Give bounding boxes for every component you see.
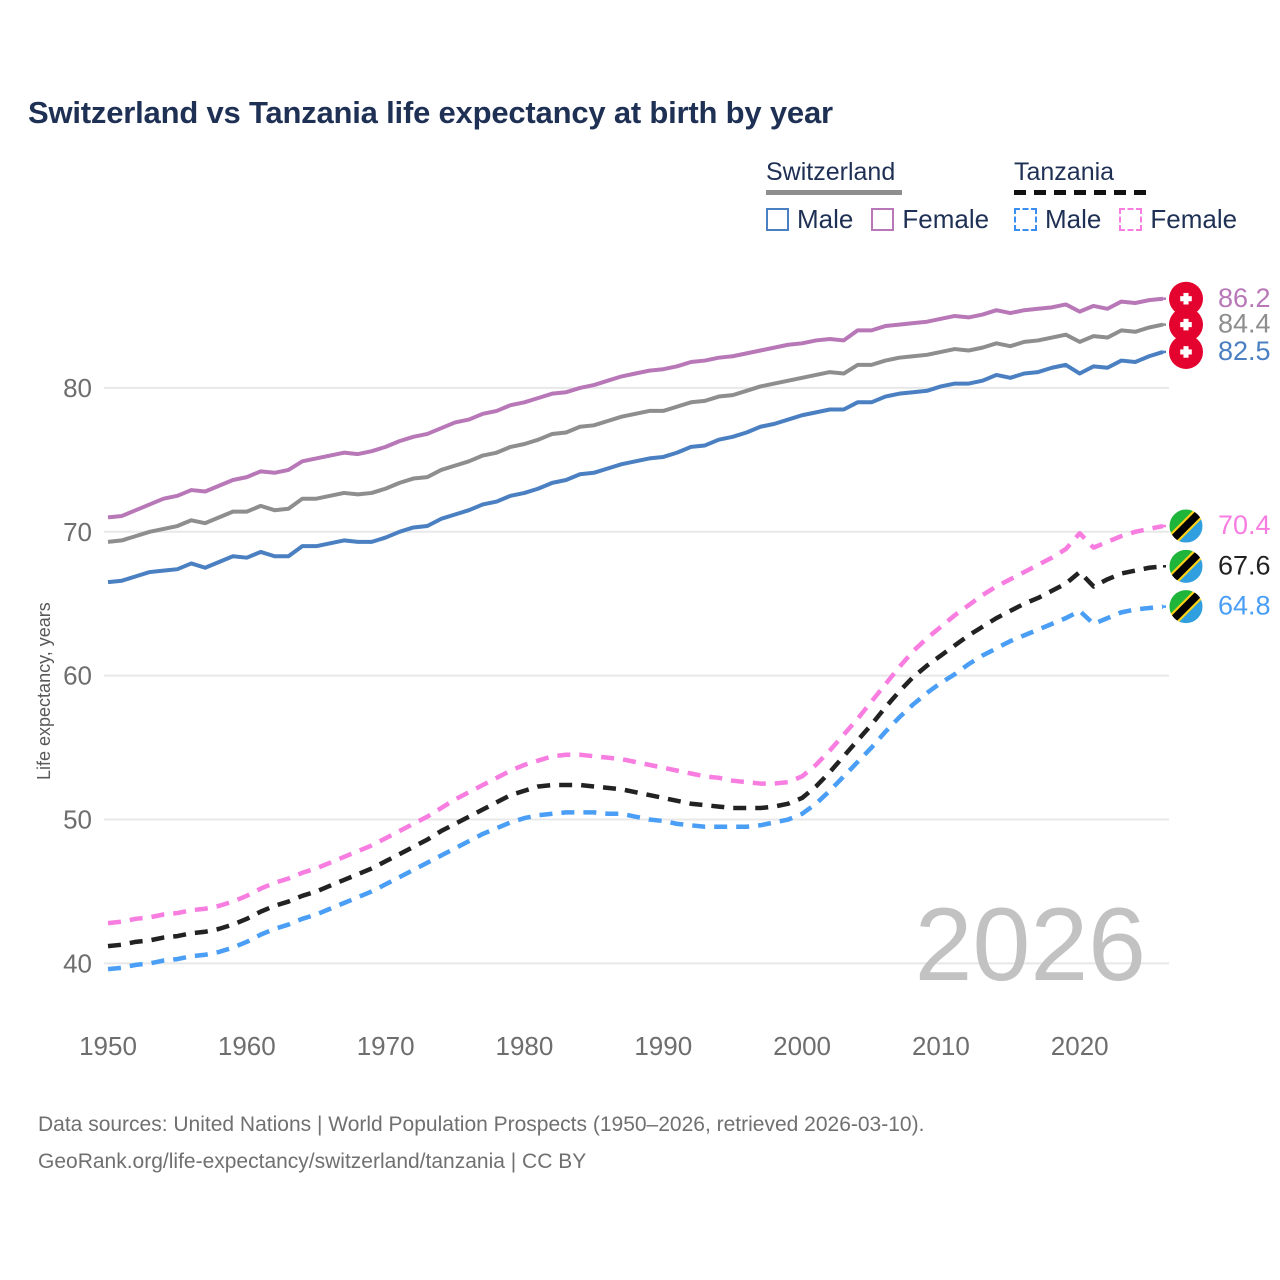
legend-label-switzerland-male: Male xyxy=(797,204,854,234)
series-lines xyxy=(107,296,1164,972)
y-tick-label: 70 xyxy=(63,517,92,547)
legend-swatch-icon-switzerland-male xyxy=(766,208,789,231)
end-value-label: 67.6 xyxy=(1218,550,1271,580)
legend-item-tanzania-female[interactable]: Female xyxy=(1119,204,1237,235)
legend-item-tanzania-male[interactable]: Male xyxy=(1014,204,1101,235)
tanzania-flag-icon xyxy=(1168,589,1204,625)
y-tick-label: 60 xyxy=(63,661,92,691)
legend-rule-tanzania xyxy=(1014,190,1150,195)
series-line xyxy=(107,523,1164,926)
legend-rule-switzerland xyxy=(766,190,902,195)
end-connectors xyxy=(1163,297,1166,608)
legend-label-tanzania-male: Male xyxy=(1045,204,1102,234)
legend-item-switzerland-female[interactable]: Female xyxy=(871,204,989,235)
switzerland-flag-icon xyxy=(1169,334,1203,369)
series-line xyxy=(107,350,1164,585)
x-tick-label: 2010 xyxy=(912,1031,970,1061)
y-axis-ticks: 40 50 60 70 80 xyxy=(63,373,92,979)
legend-label-tanzania-female: Female xyxy=(1150,204,1238,234)
y-tick-label: 80 xyxy=(63,373,92,403)
switzerland-flag-icon xyxy=(1169,281,1203,316)
footer-line-2: GeoRank.org/life-expectancy/switzerland/… xyxy=(38,1150,587,1173)
page-title: Switzerland vs Tanzania life expectancy … xyxy=(28,95,833,130)
chart-legend: Switzerland Male Female Tanzania Male xyxy=(762,158,1252,244)
tanzania-flag-icon xyxy=(1168,508,1204,544)
x-tick-label: 2000 xyxy=(773,1031,831,1061)
tanzania-flag-icon xyxy=(1168,548,1204,584)
end-value-label: 70.4 xyxy=(1218,510,1271,540)
series-line xyxy=(107,564,1164,949)
switzerland-flag-icon xyxy=(1169,307,1203,342)
legend-country-tanzania: Tanzania xyxy=(1014,158,1115,186)
footer-line-1: Data sources: United Nations | World Pop… xyxy=(38,1113,925,1136)
x-axis-ticks: 1950 1960 1970 1980 1990 2000 2010 2020 xyxy=(79,1031,1109,1061)
end-markers: 86.284.482.5 70.4 67.6 64.8 xyxy=(1168,281,1271,625)
end-value-label: 86.2 xyxy=(1218,283,1271,313)
series-line xyxy=(107,604,1164,972)
y-tick-label: 40 xyxy=(63,948,92,978)
legend-item-switzerland-male[interactable]: Male xyxy=(766,204,853,235)
y-axis-title: Life expectancy, years xyxy=(34,602,54,780)
year-watermark: 2026 xyxy=(915,887,1146,1003)
footer-sources: Data sources: United Nations | World Pop… xyxy=(38,1106,924,1180)
end-value-label: 84.4 xyxy=(1218,309,1271,339)
x-tick-label: 1970 xyxy=(357,1031,415,1061)
series-line xyxy=(107,296,1164,520)
watermark-text: 2026 xyxy=(915,887,1146,1003)
x-tick-label: 1950 xyxy=(79,1031,137,1061)
end-value-label: 82.5 xyxy=(1218,336,1271,366)
legend-swatch-icon-tanzania-male xyxy=(1014,208,1037,231)
legend-label-switzerland-female: Female xyxy=(902,204,990,234)
x-tick-label: 1990 xyxy=(634,1031,692,1061)
y-tick-label: 50 xyxy=(63,805,92,835)
legend-swatch-icon-switzerland-female xyxy=(871,208,895,231)
legend-country-switzerland: Switzerland xyxy=(766,158,896,186)
legend-group-switzerland: Switzerland Male Female xyxy=(766,158,989,235)
x-tick-label: 1980 xyxy=(496,1031,554,1061)
x-tick-label: 1960 xyxy=(218,1031,276,1061)
grid-lines xyxy=(104,386,1169,965)
x-tick-label: 2020 xyxy=(1051,1031,1109,1061)
end-value-label: 64.8 xyxy=(1218,591,1271,621)
legend-group-tanzania: Tanzania Male Female xyxy=(1014,158,1237,235)
series-line xyxy=(107,322,1164,544)
legend-swatch-icon-tanzania-female xyxy=(1119,208,1143,231)
